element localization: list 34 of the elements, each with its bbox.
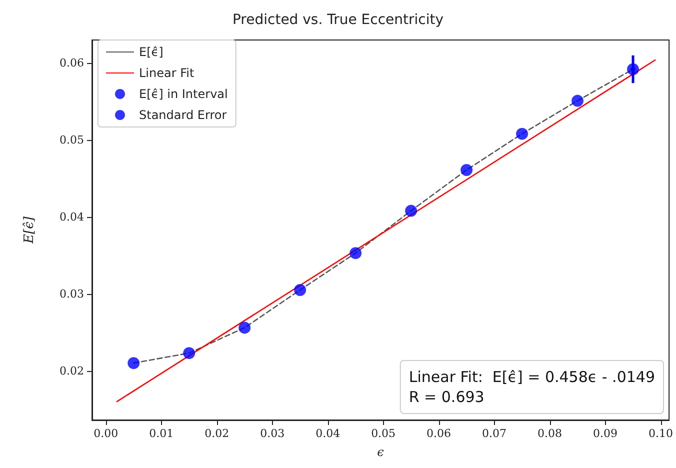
chart-title: Predicted vs. True Eccentricity: [232, 12, 444, 28]
y-tick-label: 0.05: [60, 134, 84, 146]
point: [183, 347, 196, 360]
x-tick-label: 0.10: [648, 427, 674, 440]
y-tick-label: 0.02: [60, 364, 84, 378]
x-tick-label: 0.03: [260, 427, 285, 440]
point: [516, 128, 528, 140]
y-tick-label: 0.06: [60, 56, 84, 70]
legend-label: E[ϵ̂] in Interval: [139, 87, 228, 101]
point: [294, 284, 306, 296]
point: [350, 247, 362, 260]
annotation: Linear Fit: E[ϵ̂] = 0.458ϵ - .0149: [408, 368, 656, 386]
x-tick-label: 0.09: [593, 427, 618, 440]
point: [572, 94, 584, 107]
x-tick-label: 0.06: [426, 427, 452, 440]
y-tick-label: 0.04: [60, 210, 84, 224]
y-tick-label: 0.03: [60, 287, 84, 300]
x-axis-title: ϵ: [377, 445, 384, 459]
y-axis-title: E[ϵ̂]: [22, 216, 37, 244]
x-tick-label: 0.02: [204, 427, 230, 440]
x-tick-label: 0.04: [316, 427, 340, 440]
x-tick-label: 0.05: [371, 427, 396, 440]
x-tick-label: 0.00: [94, 427, 118, 440]
point: [460, 164, 473, 176]
legend-label: Standard Error: [139, 108, 227, 122]
legend-label: E[ϵ̂]: [139, 45, 164, 59]
point: [238, 322, 251, 334]
x-tick-label: 0.01: [149, 427, 174, 440]
x-tick-label: 0.07: [482, 427, 507, 440]
point: [405, 204, 418, 217]
x-tick-label: 0.08: [538, 427, 562, 440]
annotation: R = 0.693: [408, 388, 484, 406]
legend-label: Linear Fit: [139, 66, 194, 80]
point: [128, 357, 140, 370]
